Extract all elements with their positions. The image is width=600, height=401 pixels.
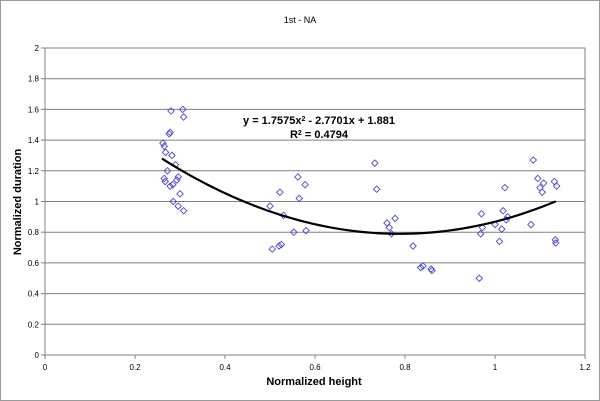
- data-point: [503, 213, 512, 221]
- data-point: [551, 239, 560, 247]
- x-tick-label: 0.8: [399, 363, 411, 372]
- x-tick-label: 1.2: [579, 363, 591, 372]
- data-point: [497, 225, 506, 233]
- data-point: [383, 219, 391, 227]
- data-point: [178, 105, 187, 114]
- data-point: [160, 142, 169, 151]
- data-point: [169, 197, 178, 206]
- data-point: [385, 223, 394, 232]
- data-point: [538, 188, 547, 197]
- data-point: [174, 202, 183, 210]
- data-point: [501, 183, 509, 192]
- gridlines: [45, 78, 585, 325]
- data-point: [533, 174, 542, 183]
- data-point: [295, 194, 304, 203]
- data-point: [163, 166, 172, 175]
- y-tick-label: 1.2: [28, 167, 40, 176]
- data-points: [159, 105, 561, 283]
- data-point: [552, 182, 561, 190]
- data-point: [477, 209, 486, 218]
- data-point: [551, 236, 560, 244]
- y-tick-label: 1: [35, 198, 40, 207]
- data-point: [527, 220, 535, 229]
- y-tick-label: 1.4: [28, 136, 40, 145]
- data-point: [161, 148, 170, 157]
- trendline-equation: y = 1.7575x2 - 2.7701x + 1.881: [243, 115, 395, 127]
- data-point: [276, 188, 284, 197]
- data-point: [529, 156, 538, 164]
- chart-title: 1st - NA: [284, 15, 317, 25]
- data-point: [179, 206, 188, 215]
- y-tick-label: 2: [35, 44, 40, 53]
- data-point: [539, 179, 548, 187]
- data-point: [168, 180, 177, 189]
- x-tick-label: 0.4: [219, 363, 231, 372]
- x-tick-label: 0: [43, 363, 48, 372]
- data-point: [301, 180, 309, 189]
- x-axis-ticks: 0 0.2 0.4 0.6 0.8 1 1.2: [43, 355, 591, 372]
- data-point: [166, 182, 174, 190]
- data-point: [416, 263, 425, 272]
- x-tick-label: 1: [493, 363, 498, 372]
- x-tick-label: 0.2: [129, 363, 141, 372]
- data-point: [476, 229, 485, 238]
- data-point: [495, 237, 504, 246]
- y-tick-label: 0.8: [28, 228, 40, 237]
- y-tick-label: 0.6: [28, 259, 40, 268]
- data-point: [173, 176, 181, 184]
- data-point: [550, 177, 559, 186]
- data-point: [159, 139, 167, 148]
- data-point: [179, 113, 188, 121]
- data-point: [166, 128, 174, 137]
- data-point: [371, 159, 379, 167]
- r-squared-label: R2 = 0.4794: [290, 129, 349, 141]
- y-tick-label: 0: [35, 351, 40, 360]
- data-point: [167, 107, 175, 115]
- data-point: [372, 185, 381, 194]
- data-point: [268, 245, 277, 253]
- data-point: [168, 151, 176, 160]
- y-tick-label: 1.6: [28, 105, 40, 114]
- data-point: [409, 242, 417, 250]
- data-point: [161, 177, 169, 186]
- data-point: [275, 242, 283, 250]
- data-point: [160, 174, 169, 183]
- data-point: [294, 173, 302, 181]
- data-point: [302, 226, 310, 235]
- data-point: [475, 274, 484, 283]
- y-tick-label: 0.2: [28, 320, 40, 329]
- x-tick-label: 0.6: [309, 363, 321, 372]
- y-axis-title: Normalized duration: [12, 149, 24, 256]
- y-tick-label: 0.4: [28, 290, 40, 299]
- data-point: [499, 206, 507, 215]
- data-point: [391, 214, 399, 223]
- y-axis-ticks: 0 0.2 0.4 0.6 0.8 1 1.2 1.4 1.6 1.8 2: [28, 44, 45, 360]
- data-point: [176, 189, 184, 198]
- data-point: [277, 240, 286, 249]
- data-point: [491, 220, 499, 229]
- data-point: [428, 266, 436, 275]
- x-axis-title: Normalized height: [266, 376, 362, 388]
- data-point: [478, 223, 487, 232]
- y-tick-label: 1.8: [28, 75, 40, 84]
- data-point: [174, 173, 183, 181]
- data-point: [419, 262, 427, 270]
- data-point: [290, 228, 298, 237]
- data-point: [266, 202, 274, 210]
- trendline: [161, 157, 557, 235]
